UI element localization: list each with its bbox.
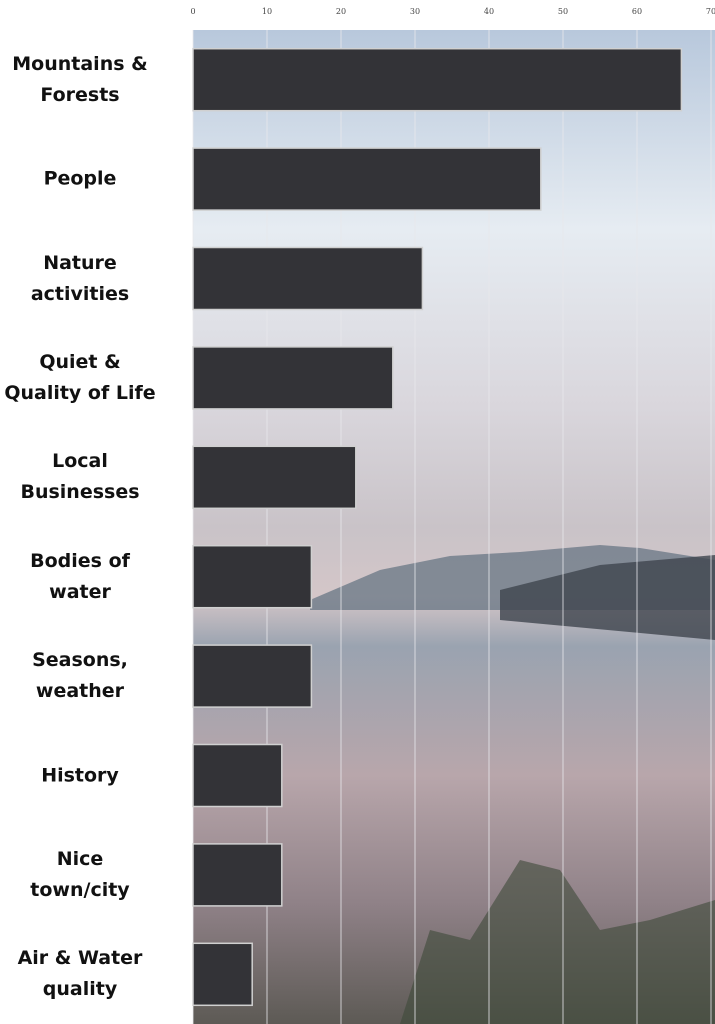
bar — [193, 745, 282, 807]
category-label: Seasons, weather — [0, 645, 175, 707]
category-label: People — [0, 164, 175, 195]
bar — [193, 49, 681, 111]
x-tick-label: 0 — [190, 7, 195, 16]
bar — [193, 248, 422, 310]
category-label: Air & Water quality — [0, 943, 175, 1005]
x-tick-label: 10 — [262, 7, 272, 16]
x-tick-label: 70 — [706, 7, 715, 16]
x-tick-label: 60 — [632, 7, 642, 16]
bar — [193, 148, 541, 210]
bar — [193, 943, 252, 1005]
category-label: Nature activities — [0, 248, 175, 310]
category-label: Quiet & Quality of Life — [0, 347, 175, 409]
category-label: Mountains & Forests — [0, 49, 175, 111]
page: 010203040506070 (() => { const data = JS… — [0, 0, 715, 1024]
x-tick-label: 50 — [558, 7, 568, 16]
x-tick-label: 30 — [410, 7, 420, 16]
bar — [193, 546, 311, 608]
category-label: History — [0, 760, 175, 791]
bar — [193, 844, 282, 906]
bar — [193, 446, 356, 508]
bar — [193, 347, 393, 409]
category-label: Local Businesses — [0, 446, 175, 508]
category-label: Nice town/city — [0, 844, 175, 906]
category-label: Bodies of water — [0, 546, 175, 608]
x-tick-label: 20 — [336, 7, 346, 16]
x-tick-label: 40 — [484, 7, 494, 16]
bar — [193, 645, 311, 707]
